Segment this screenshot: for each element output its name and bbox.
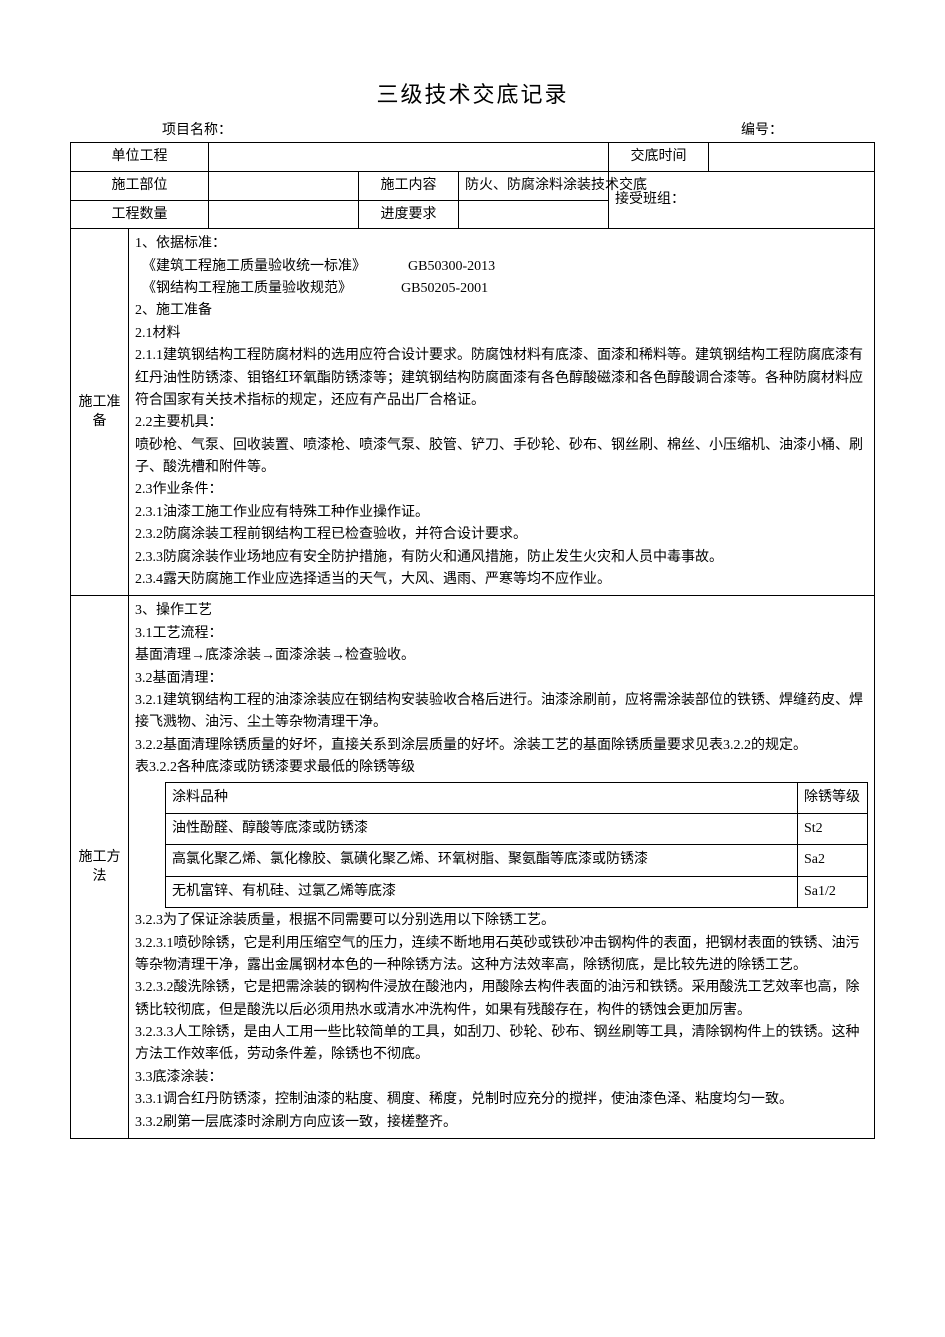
time-label: 交底时间 [609, 143, 709, 172]
prep-s234: 2.3.4露天防腐施工作业应选择适当的天气，大风、遇雨、严寒等均不应作业。 [135, 569, 868, 591]
method-s322: 3.2.2基面清理除锈质量的好坏，直接关系到涂层质量的好坏。涂装工艺的基面除锈质… [135, 735, 868, 757]
cell-type: 高氯化聚乙烯、氯化橡胶、氯磺化聚乙烯、环氧树脂、聚氨酯等底漆或防锈漆 [166, 845, 798, 876]
team-label: 接受班组： [615, 192, 685, 207]
progress-value [459, 200, 609, 229]
method-table-caption: 表3.2.2各种底漆或防锈漆要求最低的除锈等级 [135, 757, 868, 779]
part-value [209, 171, 359, 200]
method-s3231: 3.2.3.1喷砂除锈，它是利用压缩空气的压力，连续不断地用石英砂或铁砂冲击钢构… [135, 933, 868, 978]
content-value: 防火、防腐涂料涂装技术交底 [459, 171, 609, 200]
table-row: 高氯化聚乙烯、氯化橡胶、氯磺化聚乙烯、环氧树脂、聚氨酯等底漆或防锈漆 Sa2 [166, 845, 868, 876]
main-table: 单位工程 交底时间 施工部位 施工内容 防火、防腐涂料涂装技术交底 接受班组： … [70, 142, 875, 1139]
method-sidebar: 施工方法 [71, 596, 129, 1139]
cell-grade: Sa1/2 [798, 876, 868, 907]
table-header-row: 涂料品种 除锈等级 [166, 782, 868, 813]
method-content: 3、操作工艺 3.1工艺流程： 基面清理→底漆涂装→面漆涂装→检查验收。 3.2… [129, 596, 875, 1139]
method-flow: 基面清理→底漆涂装→面漆涂装→检查验收。 [135, 645, 868, 667]
part-label: 施工部位 [71, 171, 209, 200]
prep-s23: 2.3作业条件： [135, 479, 868, 501]
prep-s233: 2.3.3防腐涂装作业场地应有安全防护措施，有防火和通风措施，防止发生火灾和人员… [135, 547, 868, 569]
time-value [709, 143, 875, 172]
method-s332: 3.3.2刷第一层底漆时涂刷方向应该一致，接槎整齐。 [135, 1112, 868, 1134]
table-row: 无机富锌、有机硅、过氯乙烯等底漆 Sa1/2 [166, 876, 868, 907]
rust-grade-table: 涂料品种 除锈等级 油性酚醛、醇酸等底漆或防锈漆 St2 高氯化聚乙烯、氯化橡胶… [165, 782, 868, 909]
row-method: 施工方法 3、操作工艺 3.1工艺流程： 基面清理→底漆涂装→面漆涂装→检查验收… [71, 596, 875, 1139]
prep-h2: 2、施工准备 [135, 300, 868, 322]
prep-s231: 2.3.1油漆工施工作业应有特殊工种作业操作证。 [135, 502, 868, 524]
prep-h1: 1、依据标准： [135, 233, 868, 255]
prep-sidebar: 施工准备 [71, 229, 129, 596]
prep-s22: 2.2主要机具： [135, 412, 868, 434]
row-unit: 单位工程 交底时间 [71, 143, 875, 172]
method-s3232: 3.2.3.2酸洗除锈，它是把需涂装的钢构件浸放在酸池内，用酸除去构件表面的油污… [135, 977, 868, 1022]
prep-content: 1、依据标准： 《建筑工程施工质量验收统一标准》 GB50300-2013 《钢… [129, 229, 875, 596]
team-cell: 接受班组： [609, 171, 875, 228]
prep-std2: 《钢结构工程施工质量验收规范》 GB50205-2001 [135, 278, 868, 300]
col-header-grade: 除锈等级 [798, 782, 868, 813]
prep-std1: 《建筑工程施工质量验收统一标准》 GB50300-2013 [135, 256, 868, 278]
method-s32: 3.2基面清理： [135, 668, 868, 690]
header-row: 项目名称： 编号： [70, 121, 875, 141]
row-prep: 施工准备 1、依据标准： 《建筑工程施工质量验收统一标准》 GB50300-20… [71, 229, 875, 596]
method-s3233: 3.2.3.3人工除锈，是由人工用一些比较简单的工具，如刮刀、砂轮、砂布、钢丝刷… [135, 1022, 868, 1067]
method-s31: 3.1工艺流程： [135, 623, 868, 645]
prep-s232: 2.3.2防腐涂装工程前钢结构工程已检查验收，并符合设计要求。 [135, 524, 868, 546]
cell-grade: St2 [798, 813, 868, 844]
cell-type: 油性酚醛、醇酸等底漆或防锈漆 [166, 813, 798, 844]
unit-label: 单位工程 [71, 143, 209, 172]
row-part: 施工部位 施工内容 防火、防腐涂料涂装技术交底 接受班组： [71, 171, 875, 200]
cell-type: 无机富锌、有机硅、过氯乙烯等底漆 [166, 876, 798, 907]
qty-label: 工程数量 [71, 200, 209, 229]
prep-s211: 2.1.1建筑钢结构工程防腐材料的选用应符合设计要求。防腐蚀材料有底漆、面漆和稀… [135, 345, 868, 412]
serial-label: 编号： [741, 121, 783, 141]
method-s321: 3.2.1建筑钢结构工程的油漆涂装应在钢结构安装验收合格后进行。油漆涂刷前，应将… [135, 690, 868, 735]
cell-grade: Sa2 [798, 845, 868, 876]
qty-value [209, 200, 359, 229]
method-s33: 3.3底漆涂装： [135, 1067, 868, 1089]
table-row: 油性酚醛、醇酸等底漆或防锈漆 St2 [166, 813, 868, 844]
unit-value [209, 143, 609, 172]
method-h3: 3、操作工艺 [135, 600, 868, 622]
col-header-type: 涂料品种 [166, 782, 798, 813]
doc-title: 三级技术交底记录 [70, 80, 875, 111]
prep-s21: 2.1材料 [135, 323, 868, 345]
project-name-label: 项目名称： [162, 121, 232, 141]
method-s323: 3.2.3为了保证涂装质量，根据不同需要可以分别选用以下除锈工艺。 [135, 910, 868, 932]
prep-s22t: 喷砂枪、气泵、回收装置、喷漆枪、喷漆气泵、胶管、铲刀、手砂轮、砂布、钢丝刷、棉丝… [135, 435, 868, 480]
content-label: 施工内容 [359, 171, 459, 200]
method-s331: 3.3.1调合红丹防锈漆，控制油漆的粘度、稠度、稀度，兑制时应充分的搅拌，使油漆… [135, 1089, 868, 1111]
progress-label: 进度要求 [359, 200, 459, 229]
